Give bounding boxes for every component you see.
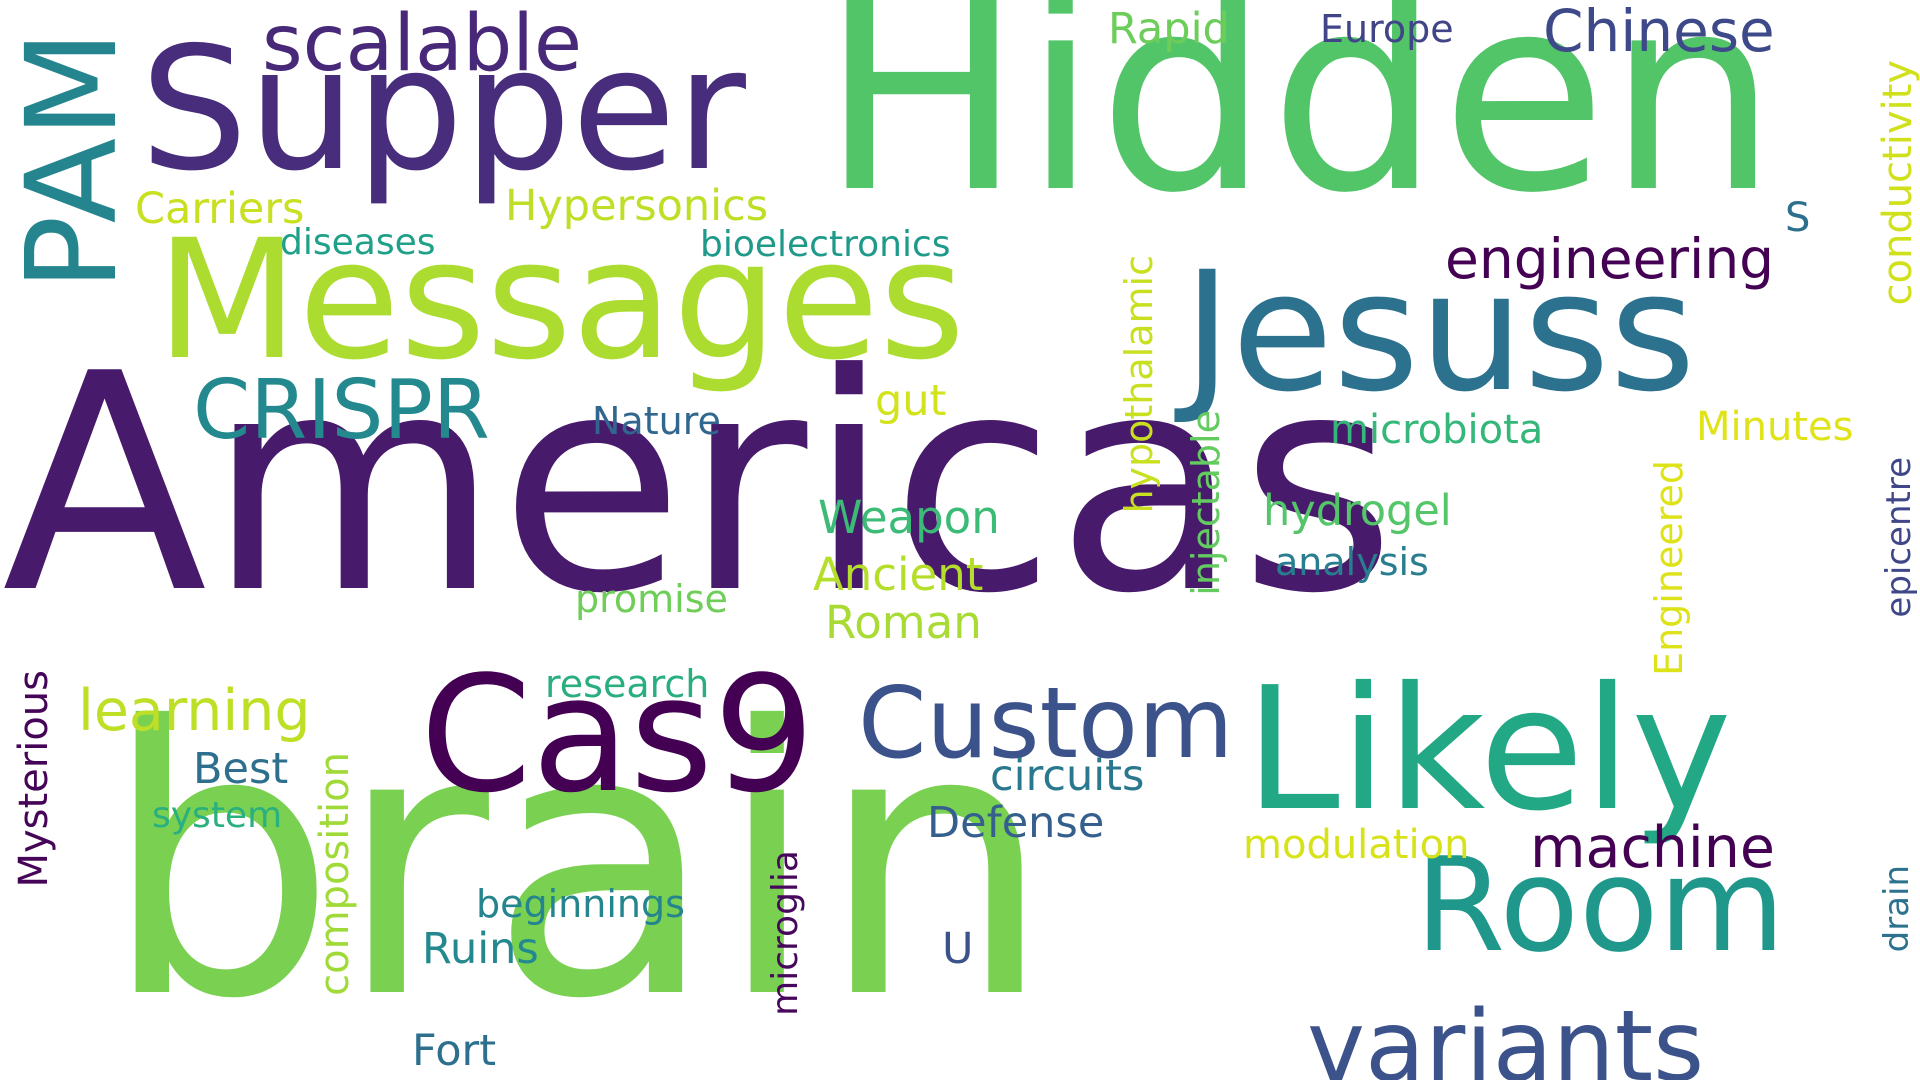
word-analysis: analysis xyxy=(1275,540,1429,584)
word-jesuss: Jesuss xyxy=(1183,236,1696,428)
word-brain: brain xyxy=(102,650,1054,1080)
word-best: Best xyxy=(193,744,289,794)
word-engineering: engineering xyxy=(1445,227,1775,291)
word-carriers: Carriers xyxy=(135,184,305,234)
word-engineered: Engineered xyxy=(1647,460,1691,676)
word-ancient: Ancient xyxy=(813,548,984,601)
word-likely: Likely xyxy=(1245,651,1732,849)
word-microbiota: microbiota xyxy=(1330,407,1544,453)
word-epicentre: epicentre xyxy=(1879,457,1919,618)
word-hypersonics: Hypersonics xyxy=(505,181,769,231)
word-modulation: modulation xyxy=(1243,822,1470,868)
word-supper: Supper xyxy=(140,11,746,209)
word-defense: Defense xyxy=(927,798,1105,848)
word-machine: machine xyxy=(1530,815,1775,881)
word-ruins: Ruins xyxy=(422,924,539,974)
word-circuits: circuits xyxy=(990,751,1145,801)
word-pam: PAM xyxy=(0,30,145,291)
word-learning: learning xyxy=(78,678,311,744)
word-s: S xyxy=(1785,195,1811,241)
word-conductivity: conductivity xyxy=(1875,60,1920,306)
word-hypothalamic: hypothalamic xyxy=(1117,255,1161,514)
word-variants: variants xyxy=(1307,990,1705,1080)
word-chinese: Chinese xyxy=(1543,0,1775,65)
word-hydrogel: hydrogel xyxy=(1263,486,1452,536)
word-messages: Messages xyxy=(156,204,966,396)
word-composition: composition xyxy=(312,752,358,996)
word-injectable: injectable xyxy=(1184,410,1228,596)
word-fort: Fort xyxy=(412,1026,497,1076)
word-room: Room xyxy=(1415,829,1786,981)
word-rapid: Rapid xyxy=(1108,4,1230,54)
word-beginnings: beginnings xyxy=(476,882,685,926)
word-weapon: Weapon xyxy=(818,491,1000,544)
word-minutes: Minutes xyxy=(1696,404,1854,450)
word-scalable: scalable xyxy=(262,0,582,89)
word-europe: Europe xyxy=(1320,7,1454,51)
word-crispr: CRISPR xyxy=(193,363,490,458)
word-nature: Nature xyxy=(592,399,721,443)
word-custom: Custom xyxy=(858,667,1234,781)
word-system: system xyxy=(152,795,283,836)
word-diseases: diseases xyxy=(280,222,436,263)
word-promise: promise xyxy=(575,577,728,621)
word-cas9: Cas9 xyxy=(420,641,815,828)
word-drain: drain xyxy=(1877,865,1917,953)
word-research: research xyxy=(545,662,710,706)
word-bioelectronics: bioelectronics xyxy=(700,224,951,265)
word-microglia: microglia xyxy=(765,850,806,1016)
word-u: U xyxy=(942,924,974,974)
word-mysterious: Mysterious xyxy=(11,670,57,888)
word-hidden: Hidden xyxy=(820,0,1779,252)
word-roman: Roman xyxy=(825,596,982,649)
word-gut: gut xyxy=(875,376,947,426)
word-americas: Americas xyxy=(2,310,1396,659)
